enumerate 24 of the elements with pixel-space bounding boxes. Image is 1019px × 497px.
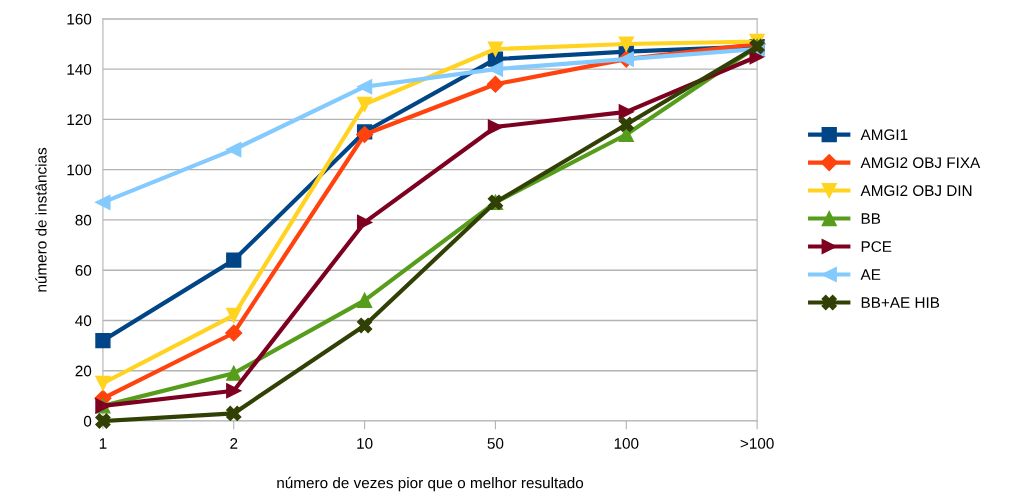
y-tick-label: 20 [75,365,92,377]
legend-label: AMGI2 OBJ DIN [860,185,972,197]
x-tick-label: 10 [357,438,373,449]
y-tick-label: 100 [67,164,92,176]
legend-label: AMGI2 OBJ FIXA [860,157,981,169]
legend-label: PCE [861,241,892,253]
x-tick-label: 50 [487,438,504,449]
y-tick-label: 80 [75,214,92,226]
y-tick-label: 40 [75,315,92,327]
x-tick-label: >100 [740,438,774,449]
legend-label: AMGI1 [860,129,908,141]
y-axis-title: número de instâncias [35,147,47,292]
legend-label: AE [860,269,881,280]
y-tick-label: 140 [67,64,92,75]
y-tick-label: 60 [75,265,92,276]
y-tick-label: 120 [67,114,92,126]
y-tick-label: 160 [67,13,92,25]
x-tick-label: 2 [230,438,238,449]
legend-label: BB [861,213,881,224]
y-tick-label: 0 [83,415,92,427]
legend-label: BB+AE HIB [861,297,940,308]
x-tick-label: 1 [99,438,107,449]
x-axis-title: número de vezes pior que o melhor resultado [277,476,584,492]
x-tick-label: 100 [614,438,639,449]
